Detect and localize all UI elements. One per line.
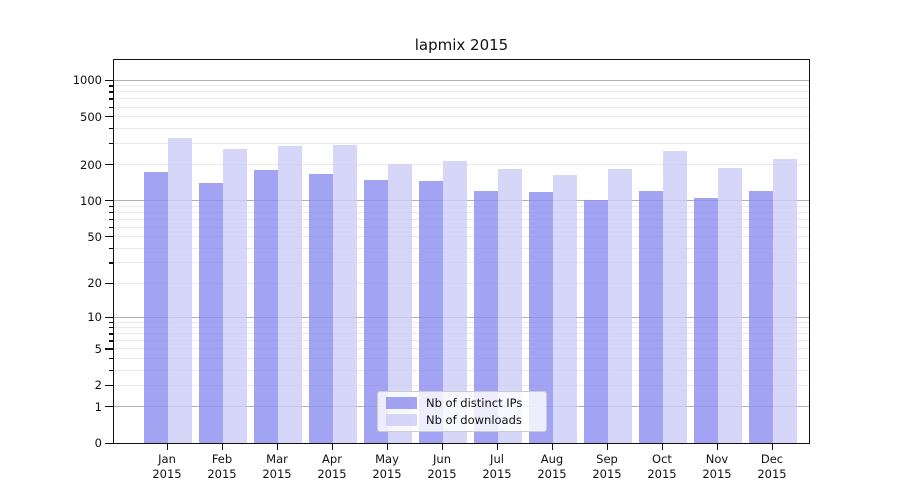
x-tick	[606, 444, 608, 450]
x-tick-label-jan: Jan 2015	[152, 452, 182, 481]
y-minor-tick	[109, 127, 113, 130]
y-minor-tick	[109, 164, 113, 166]
y-tick	[105, 442, 113, 444]
x-tick-label-dec: Dec 2015	[757, 452, 787, 481]
legend: Nb of distinct IPs Nb of downloads	[377, 391, 547, 432]
x-tick-label-nov: Nov 2015	[702, 452, 732, 481]
x-tick	[771, 444, 773, 450]
bar-feb-downloads	[223, 148, 247, 443]
bar-apr-downloads	[333, 144, 357, 443]
y-tick-label: 20	[87, 276, 102, 291]
legend-item-downloads: Nb of downloads	[386, 413, 538, 427]
y-tick	[105, 406, 113, 408]
x-tick-label-oct: Oct 2015	[647, 452, 677, 481]
minor-gridline	[114, 85, 809, 87]
y-tick-label: 10	[87, 310, 102, 325]
x-tick	[716, 444, 718, 450]
x-tick	[551, 444, 553, 450]
y-tick-label: 200	[80, 157, 102, 172]
y-minor-tick	[109, 205, 113, 207]
y-minor-tick	[109, 226, 113, 228]
bar-sep-distinct-ips	[584, 200, 608, 443]
y-tick-label: 1000	[72, 73, 102, 88]
y-tick	[105, 79, 113, 82]
y-minor-tick	[109, 282, 113, 284]
bar-feb-distinct-ips	[199, 182, 223, 443]
bar-mar-distinct-ips	[254, 169, 278, 443]
y-tick-label: 0	[94, 436, 102, 450]
x-tick-label-mar: Mar 2015	[262, 452, 292, 481]
x-tick-label-may: May 2015	[372, 452, 402, 481]
bar-nov-downloads	[718, 168, 742, 443]
y-minor-tick	[109, 85, 113, 87]
legend-item-distinct-ips: Nb of distinct IPs	[386, 396, 538, 410]
y-tick-label: 500	[80, 109, 102, 124]
x-tick	[331, 444, 333, 450]
x-tick	[221, 444, 223, 450]
y-minor-tick	[109, 321, 113, 323]
y-minor-tick	[109, 106, 113, 108]
y-tick-label: 2	[94, 378, 102, 393]
x-tick-label-apr: Apr 2015	[317, 452, 347, 481]
major-gridline	[114, 79, 809, 81]
y-tick-label: 1	[94, 399, 102, 414]
bar-apr-distinct-ips	[309, 173, 333, 443]
legend-swatch-distinct-ips	[386, 397, 417, 409]
y-minor-tick	[109, 369, 113, 371]
y-minor-tick	[109, 142, 113, 145]
y-minor-tick	[109, 340, 113, 342]
x-tick-label-jun: Jun 2015	[427, 452, 457, 481]
bar-aug-downloads	[553, 174, 577, 443]
minor-gridline	[114, 142, 809, 144]
x-tick	[661, 444, 663, 450]
y-minor-tick	[109, 384, 113, 387]
bar-mar-downloads	[278, 145, 302, 443]
x-tick-label-jul: Jul 2015	[482, 452, 512, 481]
y-tick	[105, 316, 113, 318]
bar-dec-distinct-ips	[749, 191, 773, 443]
x-tick	[496, 444, 498, 450]
y-tick-label: 50	[87, 229, 102, 244]
legend-swatch-downloads	[386, 414, 417, 426]
bar-jan-distinct-ips	[144, 172, 168, 443]
x-tick	[386, 444, 388, 450]
x-tick	[441, 444, 443, 450]
y-minor-tick	[109, 91, 113, 93]
y-minor-tick	[109, 327, 113, 329]
y-minor-tick	[109, 348, 113, 350]
y-minor-tick	[109, 247, 113, 249]
minor-gridline	[114, 91, 809, 93]
minor-gridline	[114, 127, 809, 129]
y-tick-label: 100	[80, 193, 102, 208]
minor-gridline	[114, 98, 809, 100]
bar-dec-downloads	[773, 158, 797, 443]
y-minor-tick	[109, 333, 113, 335]
y-minor-tick	[109, 236, 113, 238]
y-minor-tick	[109, 357, 113, 360]
x-tick-label-sep: Sep 2015	[592, 452, 622, 481]
x-tick	[166, 444, 168, 450]
minor-gridline	[114, 116, 809, 118]
y-minor-tick	[109, 98, 113, 100]
x-tick-label-feb: Feb 2015	[207, 452, 237, 481]
bar-oct-distinct-ips	[639, 190, 663, 443]
x-tick-label-aug: Aug 2015	[537, 452, 567, 481]
y-minor-tick	[109, 262, 113, 264]
y-tick-label: 5	[94, 341, 102, 356]
y-minor-tick	[109, 218, 113, 220]
y-minor-tick	[109, 211, 113, 214]
plot-area	[113, 59, 810, 444]
bar-jan-downloads	[168, 138, 192, 443]
y-tick	[105, 200, 113, 202]
chart-title: lapmix 2015	[414, 36, 509, 54]
bar-oct-downloads	[663, 150, 687, 443]
bar-nov-distinct-ips	[694, 198, 718, 443]
x-tick	[276, 444, 278, 450]
bar-sep-downloads	[608, 169, 632, 443]
minor-gridline	[114, 106, 809, 108]
legend-label-downloads: Nb of downloads	[426, 413, 522, 427]
y-minor-tick	[109, 116, 113, 118]
legend-label-distinct-ips: Nb of distinct IPs	[426, 396, 523, 410]
